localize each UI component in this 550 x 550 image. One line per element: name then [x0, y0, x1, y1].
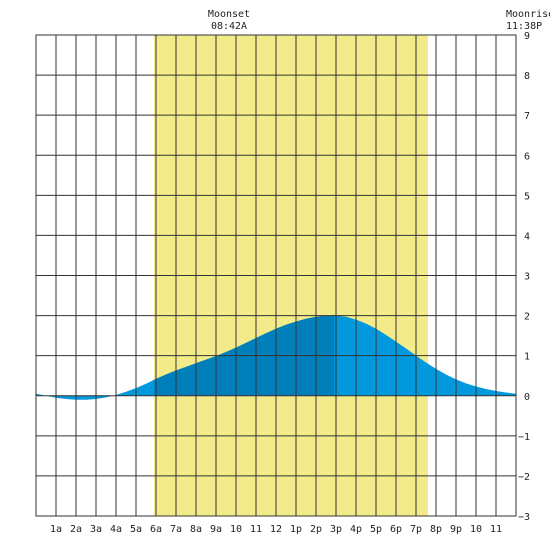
x-tick-label: 7p	[410, 524, 422, 535]
x-tick-label: 7a	[170, 524, 182, 535]
x-tick-label: 1p	[290, 524, 302, 535]
y-tick-label: 9	[524, 31, 530, 42]
plot-frame	[35, 34, 517, 517]
x-tick-label: 5a	[130, 524, 142, 535]
x-tick-label: 11	[490, 524, 502, 535]
y-tick-label: 3	[524, 272, 530, 283]
plot-frame-layer	[35, 34, 517, 517]
x-tick-label: 10	[470, 524, 482, 535]
x-tick-label: 10	[230, 524, 242, 535]
y-tick-label: 5	[524, 191, 530, 202]
y-tick-label: 4	[524, 231, 530, 242]
y-tick-label: 1	[524, 352, 530, 363]
y-tick-label: −3	[518, 512, 530, 523]
x-tick-label: 5p	[370, 524, 382, 535]
x-tick-label: 3a	[90, 524, 102, 535]
x-tick-label: 1a	[50, 524, 62, 535]
y-tick-label: 2	[524, 312, 530, 323]
grid-layer	[36, 35, 516, 516]
x-tick-label: 8a	[190, 524, 202, 535]
x-tick-label: 3p	[330, 524, 342, 535]
x-tick-label: 9a	[210, 524, 222, 535]
moonrise-label: Moonrise	[506, 9, 550, 20]
y-tick-label: −2	[518, 472, 530, 483]
y-tick-label: 0	[524, 392, 530, 403]
moonrise-time: 11:38P	[506, 21, 542, 32]
x-tick-label: 11	[250, 524, 262, 535]
x-tick-label: 8p	[430, 524, 442, 535]
moonset-time: 08:42A	[211, 21, 247, 32]
y-tick-label: 8	[524, 71, 530, 82]
x-tick-label: 12	[270, 524, 282, 535]
x-tick-label: 2a	[70, 524, 82, 535]
x-tick-label: 9p	[450, 524, 462, 535]
moonset-label: Moonset	[208, 9, 250, 20]
y-tick-label: −1	[518, 432, 530, 443]
x-tick-labels: 1a 2a 3a 4a 5a 6a 7a 8a 9a 10 11 12 1p 2p 3p 4p 5p 6p 7p 8p…	[50, 524, 502, 535]
x-tick-label: 6p	[390, 524, 402, 535]
x-tick-label: 4a	[110, 524, 122, 535]
x-tick-label: 6a	[150, 524, 162, 535]
x-tick-label: 4p	[350, 524, 362, 535]
y-tick-label: 7	[524, 111, 530, 122]
y-tick-labels: −3 −2 −1 0 1 2 3 4 5 6 7 8 9	[518, 31, 530, 523]
y-tick-label: 6	[524, 151, 530, 162]
x-tick-label: 2p	[310, 524, 322, 535]
